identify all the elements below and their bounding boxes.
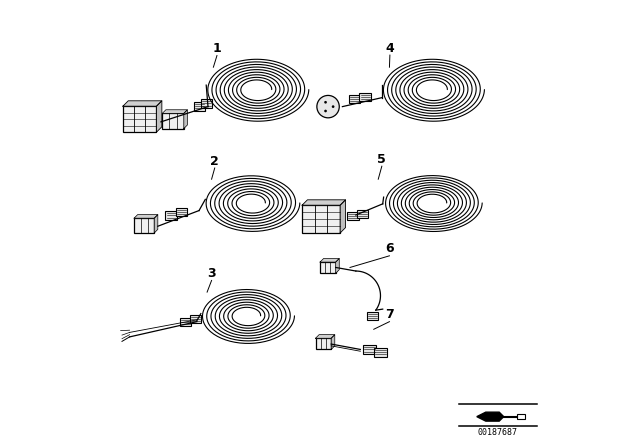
Bar (190, 315, 201, 323)
Polygon shape (123, 101, 162, 106)
Polygon shape (134, 215, 158, 218)
Circle shape (332, 105, 335, 108)
Text: 5: 5 (378, 153, 386, 166)
Bar (517, 414, 525, 419)
Bar (176, 208, 187, 216)
Polygon shape (336, 258, 339, 273)
Bar (165, 211, 177, 220)
Text: 6: 6 (385, 242, 394, 255)
Bar (180, 318, 191, 326)
Bar (349, 95, 360, 103)
Bar (202, 99, 212, 108)
Bar (374, 348, 387, 357)
Bar (360, 93, 371, 101)
Text: 3: 3 (207, 267, 216, 280)
Circle shape (317, 95, 339, 118)
Bar (362, 345, 376, 354)
Polygon shape (320, 258, 339, 262)
Bar (320, 262, 336, 273)
Polygon shape (316, 335, 335, 338)
Polygon shape (184, 110, 188, 129)
Bar (356, 210, 369, 218)
Text: 7: 7 (385, 308, 394, 321)
Circle shape (324, 110, 327, 112)
Polygon shape (332, 335, 335, 349)
Bar (123, 106, 157, 132)
Bar (163, 113, 184, 129)
Polygon shape (340, 200, 346, 233)
Polygon shape (154, 215, 158, 233)
Bar (347, 212, 358, 220)
Text: 4: 4 (385, 42, 394, 55)
Polygon shape (163, 110, 188, 113)
Polygon shape (477, 412, 504, 421)
Text: 1: 1 (212, 42, 221, 55)
Polygon shape (302, 200, 346, 205)
Bar (194, 102, 205, 111)
Bar (134, 218, 154, 233)
Bar (302, 205, 340, 233)
Text: 00187687: 00187687 (478, 428, 518, 437)
Text: 2: 2 (211, 155, 219, 168)
Polygon shape (157, 101, 162, 132)
Bar (316, 338, 332, 349)
Circle shape (324, 101, 327, 103)
Bar (367, 312, 378, 320)
